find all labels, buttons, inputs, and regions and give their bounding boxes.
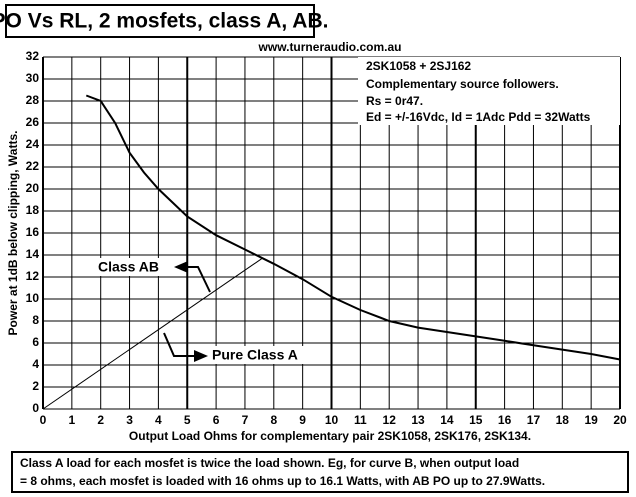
x-tick-label: 18	[556, 413, 570, 427]
y-tick-label: 30	[26, 71, 40, 85]
annotation-bg	[96, 258, 170, 276]
x-tick-label: 7	[242, 413, 249, 427]
x-tick-label: 13	[411, 413, 425, 427]
annotation-bg	[210, 346, 320, 364]
y-tick-label: 24	[26, 137, 40, 151]
y-tick-label: 28	[26, 93, 40, 107]
y-tick-label: 22	[26, 159, 40, 173]
arrow-head	[194, 350, 208, 362]
x-axis-label: Output Load Ohms for complementary pair …	[129, 429, 531, 443]
x-tick-label: 12	[383, 413, 397, 427]
x-tick-label: 19	[584, 413, 598, 427]
y-axis-label: Power at 1dB below clipping, Watts.	[6, 131, 20, 336]
x-tick-label: 14	[440, 413, 454, 427]
arrow	[163, 332, 196, 357]
x-tick-label: 10	[325, 413, 339, 427]
y-tick-label: 2	[32, 379, 39, 393]
y-tick-label: 20	[26, 181, 40, 195]
arrow-head	[174, 261, 188, 273]
footnote: = 8 ohms, each mosfet is loaded with 16 …	[20, 474, 545, 488]
y-tick-label: 18	[26, 203, 40, 217]
x-tick-label: 17	[527, 413, 541, 427]
annotation: Pure Class A	[212, 347, 298, 363]
arrow	[186, 266, 211, 293]
note: 2SK1058 + 2SJ162	[366, 59, 471, 73]
x-tick-label: 6	[213, 413, 220, 427]
x-tick-label: 4	[155, 413, 162, 427]
y-tick-label: 32	[26, 49, 40, 63]
x-tick-label: 2	[97, 413, 104, 427]
y-tick-label: 8	[32, 313, 39, 327]
x-tick-label: 5	[184, 413, 191, 427]
footnote-box	[11, 451, 629, 493]
notes-box	[358, 57, 620, 125]
x-tick-label: 1	[69, 413, 76, 427]
y-tick-label: 12	[26, 269, 40, 283]
note: Complementary source followers.	[366, 77, 559, 91]
x-tick-label: 11	[354, 413, 367, 427]
x-tick-label: 3	[126, 413, 133, 427]
footnote: Class A load for each mosfet is twice th…	[20, 456, 519, 470]
x-tick-label: 16	[498, 413, 512, 427]
x-tick-label: 9	[299, 413, 306, 427]
annotation: Class AB	[98, 259, 159, 275]
x-tick-label: 0	[40, 413, 47, 427]
y-tick-label: 26	[26, 115, 40, 129]
x-tick-label: 8	[270, 413, 277, 427]
line-series	[42, 257, 263, 410]
y-tick-label: 16	[26, 225, 40, 239]
note: Rs = 0r47.	[366, 94, 423, 108]
y-tick-label: 10	[26, 291, 40, 305]
x-tick-label: 15	[469, 413, 483, 427]
y-tick-label: 0	[32, 401, 39, 415]
x-tick-label: 20	[613, 413, 627, 427]
y-tick-label: 4	[32, 357, 39, 371]
title-box	[5, 4, 315, 38]
chart-title: PO Vs RL, 2 mosfets, class A, AB.	[0, 10, 328, 33]
note: Ed = +/-16Vdc, Id = 1Adc Pdd = 32Watts	[366, 110, 591, 124]
y-tick-label: 14	[26, 247, 40, 261]
subtitle: www.turneraudio.com.au	[258, 40, 402, 54]
line-series	[85, 94, 621, 361]
y-tick-label: 6	[32, 335, 39, 349]
